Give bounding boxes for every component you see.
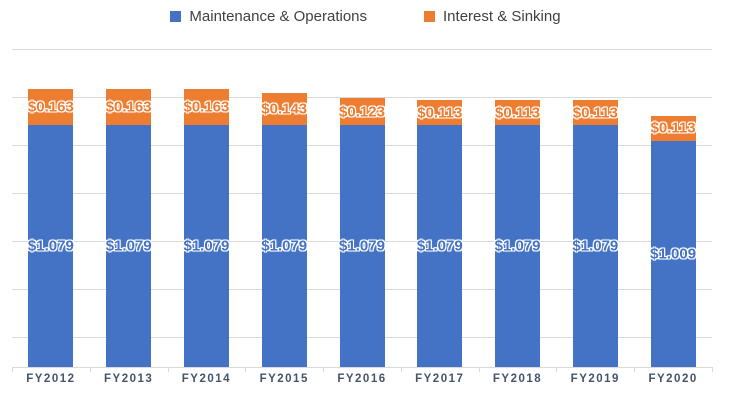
legend-swatch-orange-icon	[424, 11, 436, 22]
bar-segment-interest-sinking-fy2012	[28, 88, 74, 126]
x-axis-label-fy2017: FY2017	[415, 373, 465, 385]
data-label-interest-sinking-fy2017: $0.113	[417, 104, 463, 122]
data-label-interest-sinking-fy2013: $0.163	[105, 98, 152, 116]
x-axis-label-fy2012: FY2012	[26, 373, 76, 385]
bar-segment-maintenance-operations-fy2017	[417, 125, 463, 367]
bar-segment-interest-sinking-fy2017	[417, 99, 463, 126]
x-axis-label-fy2015: FY2015	[259, 373, 309, 385]
gridline	[12, 96, 712, 98]
data-label-maintenance-operations-fy2015: $1.079	[261, 237, 308, 255]
data-label-interest-sinking-fy2015: $0.143	[261, 100, 308, 118]
x-axis-tick	[400, 367, 402, 372]
x-axis-tick	[323, 367, 325, 372]
x-axis-tick	[12, 367, 13, 372]
bar-segment-maintenance-operations-fy2012	[28, 125, 74, 367]
data-label-interest-sinking-fy2020: $0.113	[650, 119, 696, 137]
data-label-interest-sinking-fy2014: $0.163	[183, 98, 230, 116]
data-label-maintenance-operations-fy2020: $1.009	[650, 245, 697, 263]
x-axis-tick	[556, 367, 558, 372]
legend-label-maintenance-operations: Maintenance & Operations	[189, 8, 368, 25]
x-axis-line	[12, 367, 712, 368]
bar-segment-maintenance-operations-fy2015	[261, 125, 307, 367]
bar-segment-interest-sinking-fy2018	[495, 99, 541, 126]
x-axis-tick	[89, 367, 91, 372]
bar-segment-interest-sinking-fy2016	[339, 97, 385, 126]
bar-segment-interest-sinking-fy2020	[650, 115, 696, 141]
bar-segment-maintenance-operations-fy2013	[106, 125, 152, 367]
bar-segment-interest-sinking-fy2013	[106, 88, 152, 126]
bar-segment-maintenance-operations-fy2014	[183, 125, 229, 367]
x-axis-label-fy2016: FY2016	[337, 373, 387, 385]
x-axis-tick	[634, 367, 636, 372]
data-label-interest-sinking-fy2019: $0.113	[572, 104, 618, 122]
x-axis-tick	[245, 367, 247, 372]
data-label-interest-sinking-fy2016: $0.123	[339, 103, 385, 121]
x-axis-label-fy2019: FY2019	[570, 373, 620, 385]
data-label-maintenance-operations-fy2018: $1.079	[494, 237, 541, 255]
bar-segment-maintenance-operations-fy2018	[495, 125, 541, 367]
data-label-interest-sinking-fy2012: $0.163	[27, 98, 74, 116]
bar-segment-maintenance-operations-fy2020	[650, 140, 696, 367]
data-label-maintenance-operations-fy2016: $1.079	[339, 237, 385, 255]
gridline	[12, 48, 712, 50]
bar-segment-interest-sinking-fy2014	[183, 88, 229, 126]
bar-segment-interest-sinking-fy2015	[261, 93, 307, 126]
bar-segment-maintenance-operations-fy2016	[339, 125, 385, 367]
x-axis-label-fy2020: FY2020	[648, 373, 698, 385]
bar-segment-maintenance-operations-fy2019	[572, 125, 618, 367]
x-axis-label-fy2014: FY2014	[181, 373, 232, 385]
data-label-maintenance-operations-fy2019: $1.079	[572, 237, 619, 255]
data-label-maintenance-operations-fy2014: $1.079	[183, 237, 230, 255]
legend-item-interest-sinking: Interest & Sinking	[424, 8, 561, 25]
data-label-maintenance-operations-fy2012: $1.079	[27, 237, 74, 255]
x-axis-tick	[712, 367, 713, 372]
chart-legend: Maintenance & Operations Interest & Sink…	[0, 8, 731, 25]
x-axis-label-fy2013: FY2013	[104, 373, 154, 385]
x-axis-label-fy2018: FY2018	[492, 373, 543, 385]
data-label-interest-sinking-fy2018: $0.113	[495, 104, 541, 122]
x-axis-tick	[167, 367, 169, 372]
data-label-maintenance-operations-fy2017: $1.079	[416, 237, 463, 255]
bar-segment-interest-sinking-fy2019	[572, 99, 618, 126]
legend-item-maintenance-operations: Maintenance & Operations	[170, 8, 367, 25]
legend-label-interest-sinking: Interest & Sinking	[443, 8, 561, 25]
data-label-maintenance-operations-fy2013: $1.079	[105, 237, 152, 255]
legend-swatch-blue-icon	[170, 11, 182, 22]
x-axis-tick	[478, 367, 480, 372]
